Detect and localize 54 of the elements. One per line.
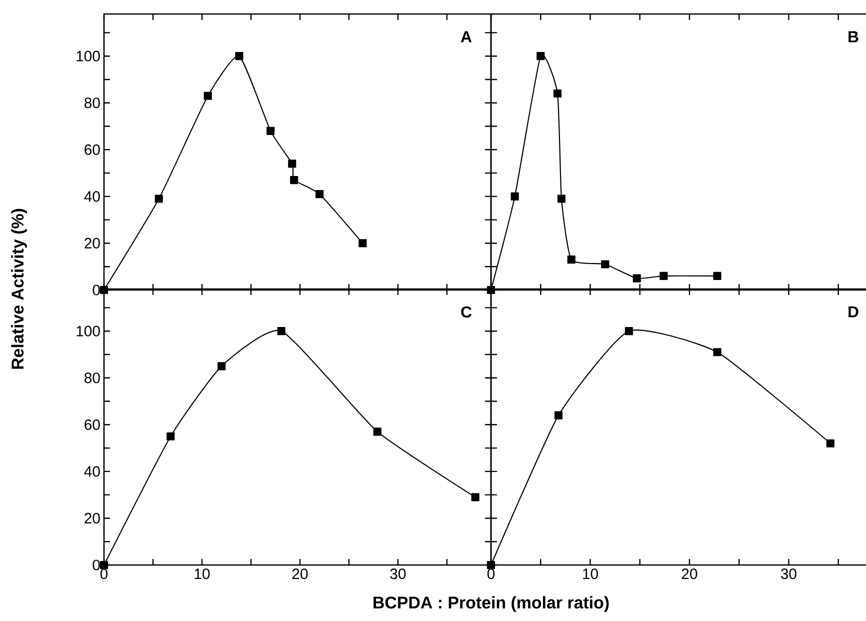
point: [316, 190, 324, 198]
x-tick-label: 10: [583, 568, 598, 580]
point: [166, 432, 175, 440]
y-tick-label: 40: [84, 191, 100, 202]
text: B: [848, 31, 858, 42]
point: [100, 560, 108, 570]
point: [288, 160, 296, 168]
point: [235, 52, 244, 60]
point: [660, 272, 668, 280]
point: [567, 256, 576, 264]
point: [266, 126, 275, 135]
x-tick-label: 30: [780, 568, 796, 580]
y-tick-label: 0: [92, 284, 100, 296]
point: [554, 411, 563, 420]
point: [632, 274, 641, 282]
point: [601, 260, 610, 268]
point: [826, 439, 834, 448]
y-tick-label: 40: [84, 466, 100, 477]
y-tick-label: 80: [84, 98, 100, 108]
y-tick-label: 20: [84, 238, 100, 248]
y-axis-title: Relative Activity (%): [11, 208, 27, 369]
x-tick-label: 20: [292, 568, 308, 580]
x-tick-label: 0: [487, 568, 495, 580]
text: D: [848, 306, 858, 318]
point: [713, 348, 722, 356]
point: [154, 194, 163, 203]
point: [471, 493, 480, 502]
point: [536, 52, 545, 60]
y-tick-label: 80: [84, 372, 100, 384]
point: [713, 272, 722, 280]
x-tick-label: 20: [682, 568, 698, 580]
point: [277, 327, 286, 336]
point: [358, 239, 367, 248]
y-tick-label: 20: [84, 512, 100, 524]
text: A: [460, 31, 472, 42]
point: [553, 89, 562, 98]
point: [218, 362, 226, 370]
y-tick-label: 60: [84, 144, 100, 155]
y-tick-label: 0: [92, 560, 100, 570]
point: [290, 176, 298, 184]
y-tick-label: 60: [84, 419, 100, 430]
point: [486, 560, 496, 570]
text: C: [461, 306, 472, 318]
point: [373, 428, 382, 436]
point: [204, 92, 212, 100]
point: [557, 194, 566, 203]
x-tick-label: 30: [390, 568, 406, 580]
x-axis-title: BCPDA : Protein (molar ratio): [374, 596, 609, 612]
x-tick-label: 10: [194, 568, 210, 580]
y-tick-label: 100: [76, 326, 100, 336]
point: [510, 192, 519, 200]
y-tick-label: 100: [76, 50, 100, 62]
x-tick-label: 0: [100, 568, 108, 580]
point: [624, 327, 633, 336]
